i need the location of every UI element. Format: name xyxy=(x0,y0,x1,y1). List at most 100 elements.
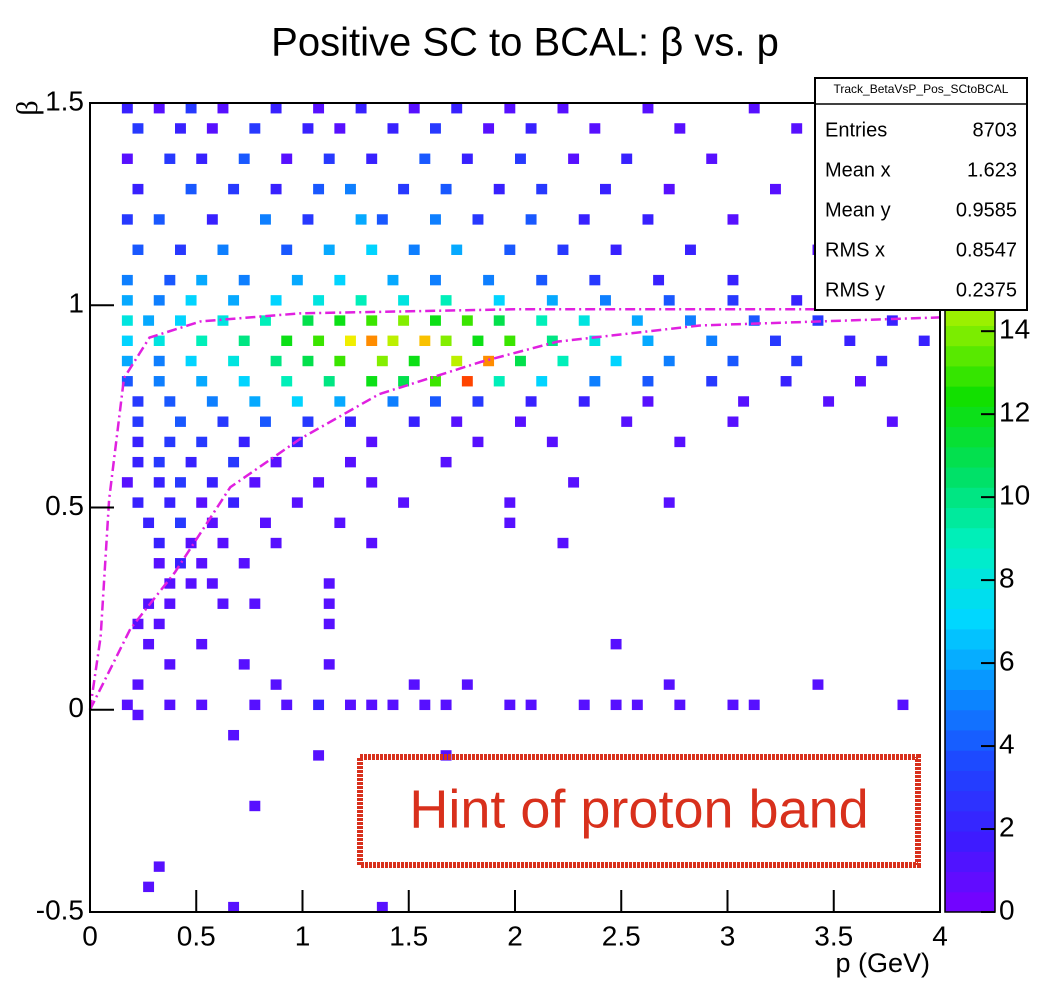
heatmap-cell xyxy=(228,456,240,468)
heatmap-cell xyxy=(164,598,176,609)
colorbar-tick-label: 8 xyxy=(999,562,1015,593)
heatmap-cell xyxy=(345,183,356,195)
heatmap-cell xyxy=(610,244,622,255)
heatmap-cell xyxy=(260,416,271,427)
colorbar-tick-label: 14 xyxy=(999,314,1030,345)
colorbar-band xyxy=(945,507,995,529)
heatmap-cell xyxy=(121,214,133,225)
heatmap-cell xyxy=(663,183,675,195)
heatmap-cell xyxy=(206,396,218,407)
heatmap-cell xyxy=(132,456,144,468)
heatmap-cell xyxy=(685,315,696,326)
heatmap-cell xyxy=(504,244,516,255)
heatmap-cell xyxy=(323,153,335,164)
colorbar-band xyxy=(945,750,995,771)
heatmap-cell xyxy=(153,618,165,630)
colorbar-band xyxy=(945,689,995,711)
heatmap-cell xyxy=(270,183,282,195)
heatmap-cell xyxy=(302,123,314,134)
x-tick-label: 1 xyxy=(295,920,311,951)
heatmap-cell xyxy=(196,497,208,508)
heatmap-cell xyxy=(238,659,250,670)
heatmap-cell xyxy=(610,638,622,650)
reference-curve xyxy=(88,316,941,711)
heatmap-cell xyxy=(430,214,441,225)
heatmap-cell xyxy=(164,436,176,448)
heatmap-cell xyxy=(270,537,282,549)
colorbar-band xyxy=(945,851,995,873)
heatmap-cell xyxy=(504,335,516,346)
heatmap-cell xyxy=(642,396,654,407)
heatmap-cell xyxy=(366,315,378,326)
heatmap-cell xyxy=(355,295,367,306)
heatmap-cell xyxy=(153,477,165,488)
heatmap-cell xyxy=(153,214,165,225)
heatmap-cell xyxy=(451,355,463,367)
heatmap-cell xyxy=(419,153,431,164)
chart-title: Positive SC to BCAL: β vs. p xyxy=(271,21,779,65)
x-tick-label: 3.5 xyxy=(814,920,853,951)
heatmap-cell xyxy=(206,578,218,589)
colorbar-band xyxy=(945,588,995,610)
x-tick-label: 0 xyxy=(82,920,98,951)
heatmap-cell xyxy=(132,123,144,134)
heatmap-cell xyxy=(260,517,271,529)
heatmap-cell xyxy=(164,578,176,589)
heatmap-cell xyxy=(121,295,133,306)
heatmap-cell xyxy=(706,335,718,346)
heatmap-cell xyxy=(398,295,410,306)
heatmap-cell xyxy=(164,659,176,670)
heatmap-cell xyxy=(366,153,378,164)
heatmap-cell xyxy=(153,537,165,549)
heatmap-cell xyxy=(206,517,218,529)
heatmap-cell xyxy=(313,750,325,761)
heatmap-cell xyxy=(132,416,144,427)
heatmap-cell xyxy=(398,183,410,195)
heatmap-cell xyxy=(536,376,548,387)
heatmap-cell xyxy=(164,497,176,508)
heatmap-cell xyxy=(430,274,441,286)
heatmap-cell xyxy=(323,598,335,609)
heatmap-cell xyxy=(408,103,420,114)
heatmap-cell xyxy=(334,123,346,134)
heatmap-cell xyxy=(121,376,133,387)
heatmap-cell xyxy=(175,517,186,529)
heatmap-cell xyxy=(121,153,133,164)
colorbar-band xyxy=(945,810,995,832)
heatmap-cell xyxy=(238,153,250,164)
heatmap-cell xyxy=(897,699,909,711)
heatmap-cell xyxy=(376,901,388,913)
heatmap-cell xyxy=(153,456,165,468)
heatmap-cell xyxy=(408,355,420,367)
heatmap-cell xyxy=(621,416,633,427)
heatmap-cell xyxy=(323,578,335,589)
heatmap-cell xyxy=(334,355,346,367)
stats-value: 1.623 xyxy=(967,159,1017,181)
heatmap-cell xyxy=(143,517,155,529)
heatmap-cell xyxy=(291,274,303,286)
heatmap-cell xyxy=(663,497,675,508)
heatmap-cell xyxy=(164,396,176,407)
heatmap-cell xyxy=(121,699,133,711)
heatmap-cell xyxy=(323,244,335,255)
heatmap-cell xyxy=(493,295,505,306)
heatmap-cell xyxy=(196,274,208,286)
heatmap-cell xyxy=(345,456,356,468)
heatmap-cell xyxy=(855,376,866,387)
heatmap-cell xyxy=(876,355,888,367)
colorbar-band xyxy=(945,365,995,387)
heatmap-cell xyxy=(780,376,792,387)
x-tick-label: 4 xyxy=(932,920,948,951)
heatmap-cell xyxy=(175,558,186,569)
heatmap-cell xyxy=(196,699,208,711)
stats-label: Mean x xyxy=(825,159,891,181)
heatmap-cell xyxy=(143,881,155,893)
heatmap-cell xyxy=(844,335,856,346)
colorbar-band xyxy=(945,608,995,630)
heatmap-cell xyxy=(589,376,601,387)
heatmap-cell xyxy=(121,315,133,326)
heatmap-cell xyxy=(249,699,261,711)
heatmap-cell xyxy=(440,335,452,346)
heatmap-cell xyxy=(313,699,325,711)
